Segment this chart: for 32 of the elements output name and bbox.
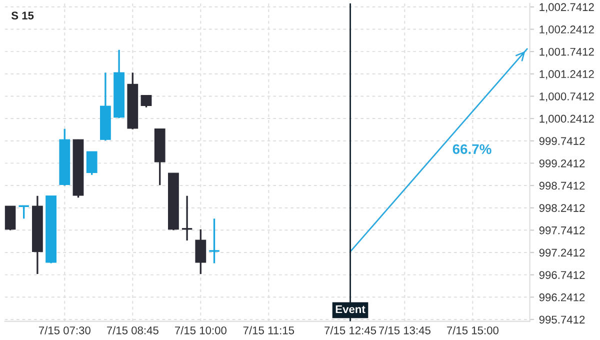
x-tick-label: 7/15 10:00 xyxy=(174,326,226,334)
y-tick-label: 1,000.7412 xyxy=(540,92,594,102)
x-tick-label: 7/15 12:45 xyxy=(324,326,376,334)
candlestick xyxy=(86,150,98,176)
y-tick-label: 996.7412 xyxy=(539,271,585,279)
y-tick-label: 999.7412 xyxy=(539,137,585,145)
y-tick-label: 999.2412 xyxy=(539,159,585,168)
y-tick-label: 996.2412 xyxy=(539,293,585,302)
y-tick-label: 1,000.2412 xyxy=(540,114,594,124)
y-tick-label: 997.7412 xyxy=(539,226,585,234)
text: S 15 xyxy=(11,12,34,20)
candlestick xyxy=(18,204,30,220)
y-tick-label: 998.7412 xyxy=(539,182,585,190)
x-tick-label: 7/15 15:00 xyxy=(446,326,498,334)
y-tick-label: 1,002.2412 xyxy=(540,26,594,35)
x-tick-label: 7/15 08:45 xyxy=(106,326,158,334)
candlestick xyxy=(140,94,152,108)
y-tick-label: 995.7412 xyxy=(539,316,585,324)
annotation: 66.7% xyxy=(452,144,492,154)
y-tick-label: 998.2412 xyxy=(539,204,585,212)
candlestick xyxy=(195,228,206,275)
candlestick xyxy=(181,195,193,242)
candlestick xyxy=(208,218,220,264)
x-tick-label: 7/15 07:30 xyxy=(38,326,90,334)
ref-line-label: Event xyxy=(336,305,366,314)
x-tick-label: 7/15 11:15 xyxy=(243,326,294,334)
y-tick-label: 997.2412 xyxy=(539,248,585,257)
y-tick-label: 1,001.7412 xyxy=(540,48,594,58)
y-tick-label: 1,002.7412 xyxy=(540,3,594,12)
x-tick-label: 7/15 13:45 xyxy=(378,326,430,334)
y-tick-label: 1,001.2412 xyxy=(540,70,594,80)
candlestick xyxy=(4,205,16,232)
